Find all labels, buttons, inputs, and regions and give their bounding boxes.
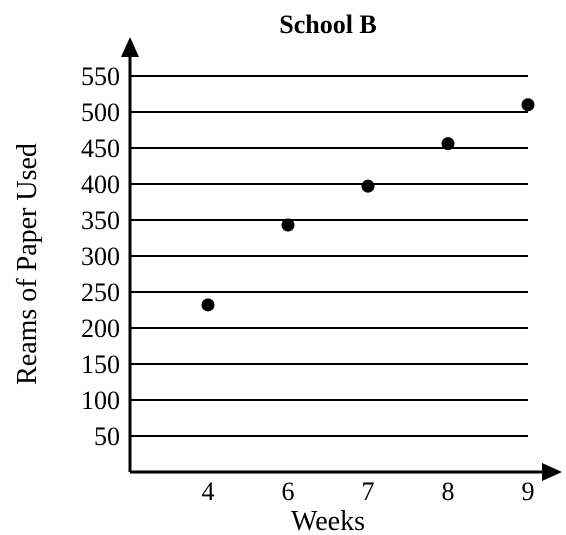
x-tick-9: 9 [522,477,535,506]
x-axis-arrow [542,463,562,481]
y-tick-50: 50 [94,422,120,451]
y-tick-150: 150 [81,350,120,379]
y-tick-labels: 50 100 150 200 250 300 350 400 450 500 550 [81,62,120,451]
gridlines [130,75,528,437]
x-tick-4: 4 [202,477,215,506]
x-tick-7: 7 [362,477,375,506]
y-tick-550: 550 [81,62,120,91]
x-tick-6: 6 [282,477,295,506]
y-tick-450: 450 [81,134,120,163]
data-point-week-4 [201,298,215,312]
x-tick-labels: 4 6 7 8 9 [202,477,535,506]
y-tick-300: 300 [81,242,120,271]
x-axis-label: Weeks [291,506,365,535]
y-tick-250: 250 [81,278,120,307]
data-point-week-7 [361,179,375,193]
x-tick-8: 8 [442,477,455,506]
y-tick-200: 200 [81,314,120,343]
data-point-week-8 [441,137,455,151]
y-tick-400: 400 [81,170,120,199]
data-point-week-6 [281,218,295,232]
y-tick-100: 100 [81,386,120,415]
data-points [201,98,535,312]
data-point-week-9 [521,98,535,112]
y-axis-label: Reams of Paper Used [12,143,43,385]
chart-title: School B [279,10,377,39]
y-tick-350: 350 [81,206,120,235]
y-axis-arrow [121,37,139,57]
y-tick-500: 500 [81,98,120,127]
axes [121,37,562,481]
